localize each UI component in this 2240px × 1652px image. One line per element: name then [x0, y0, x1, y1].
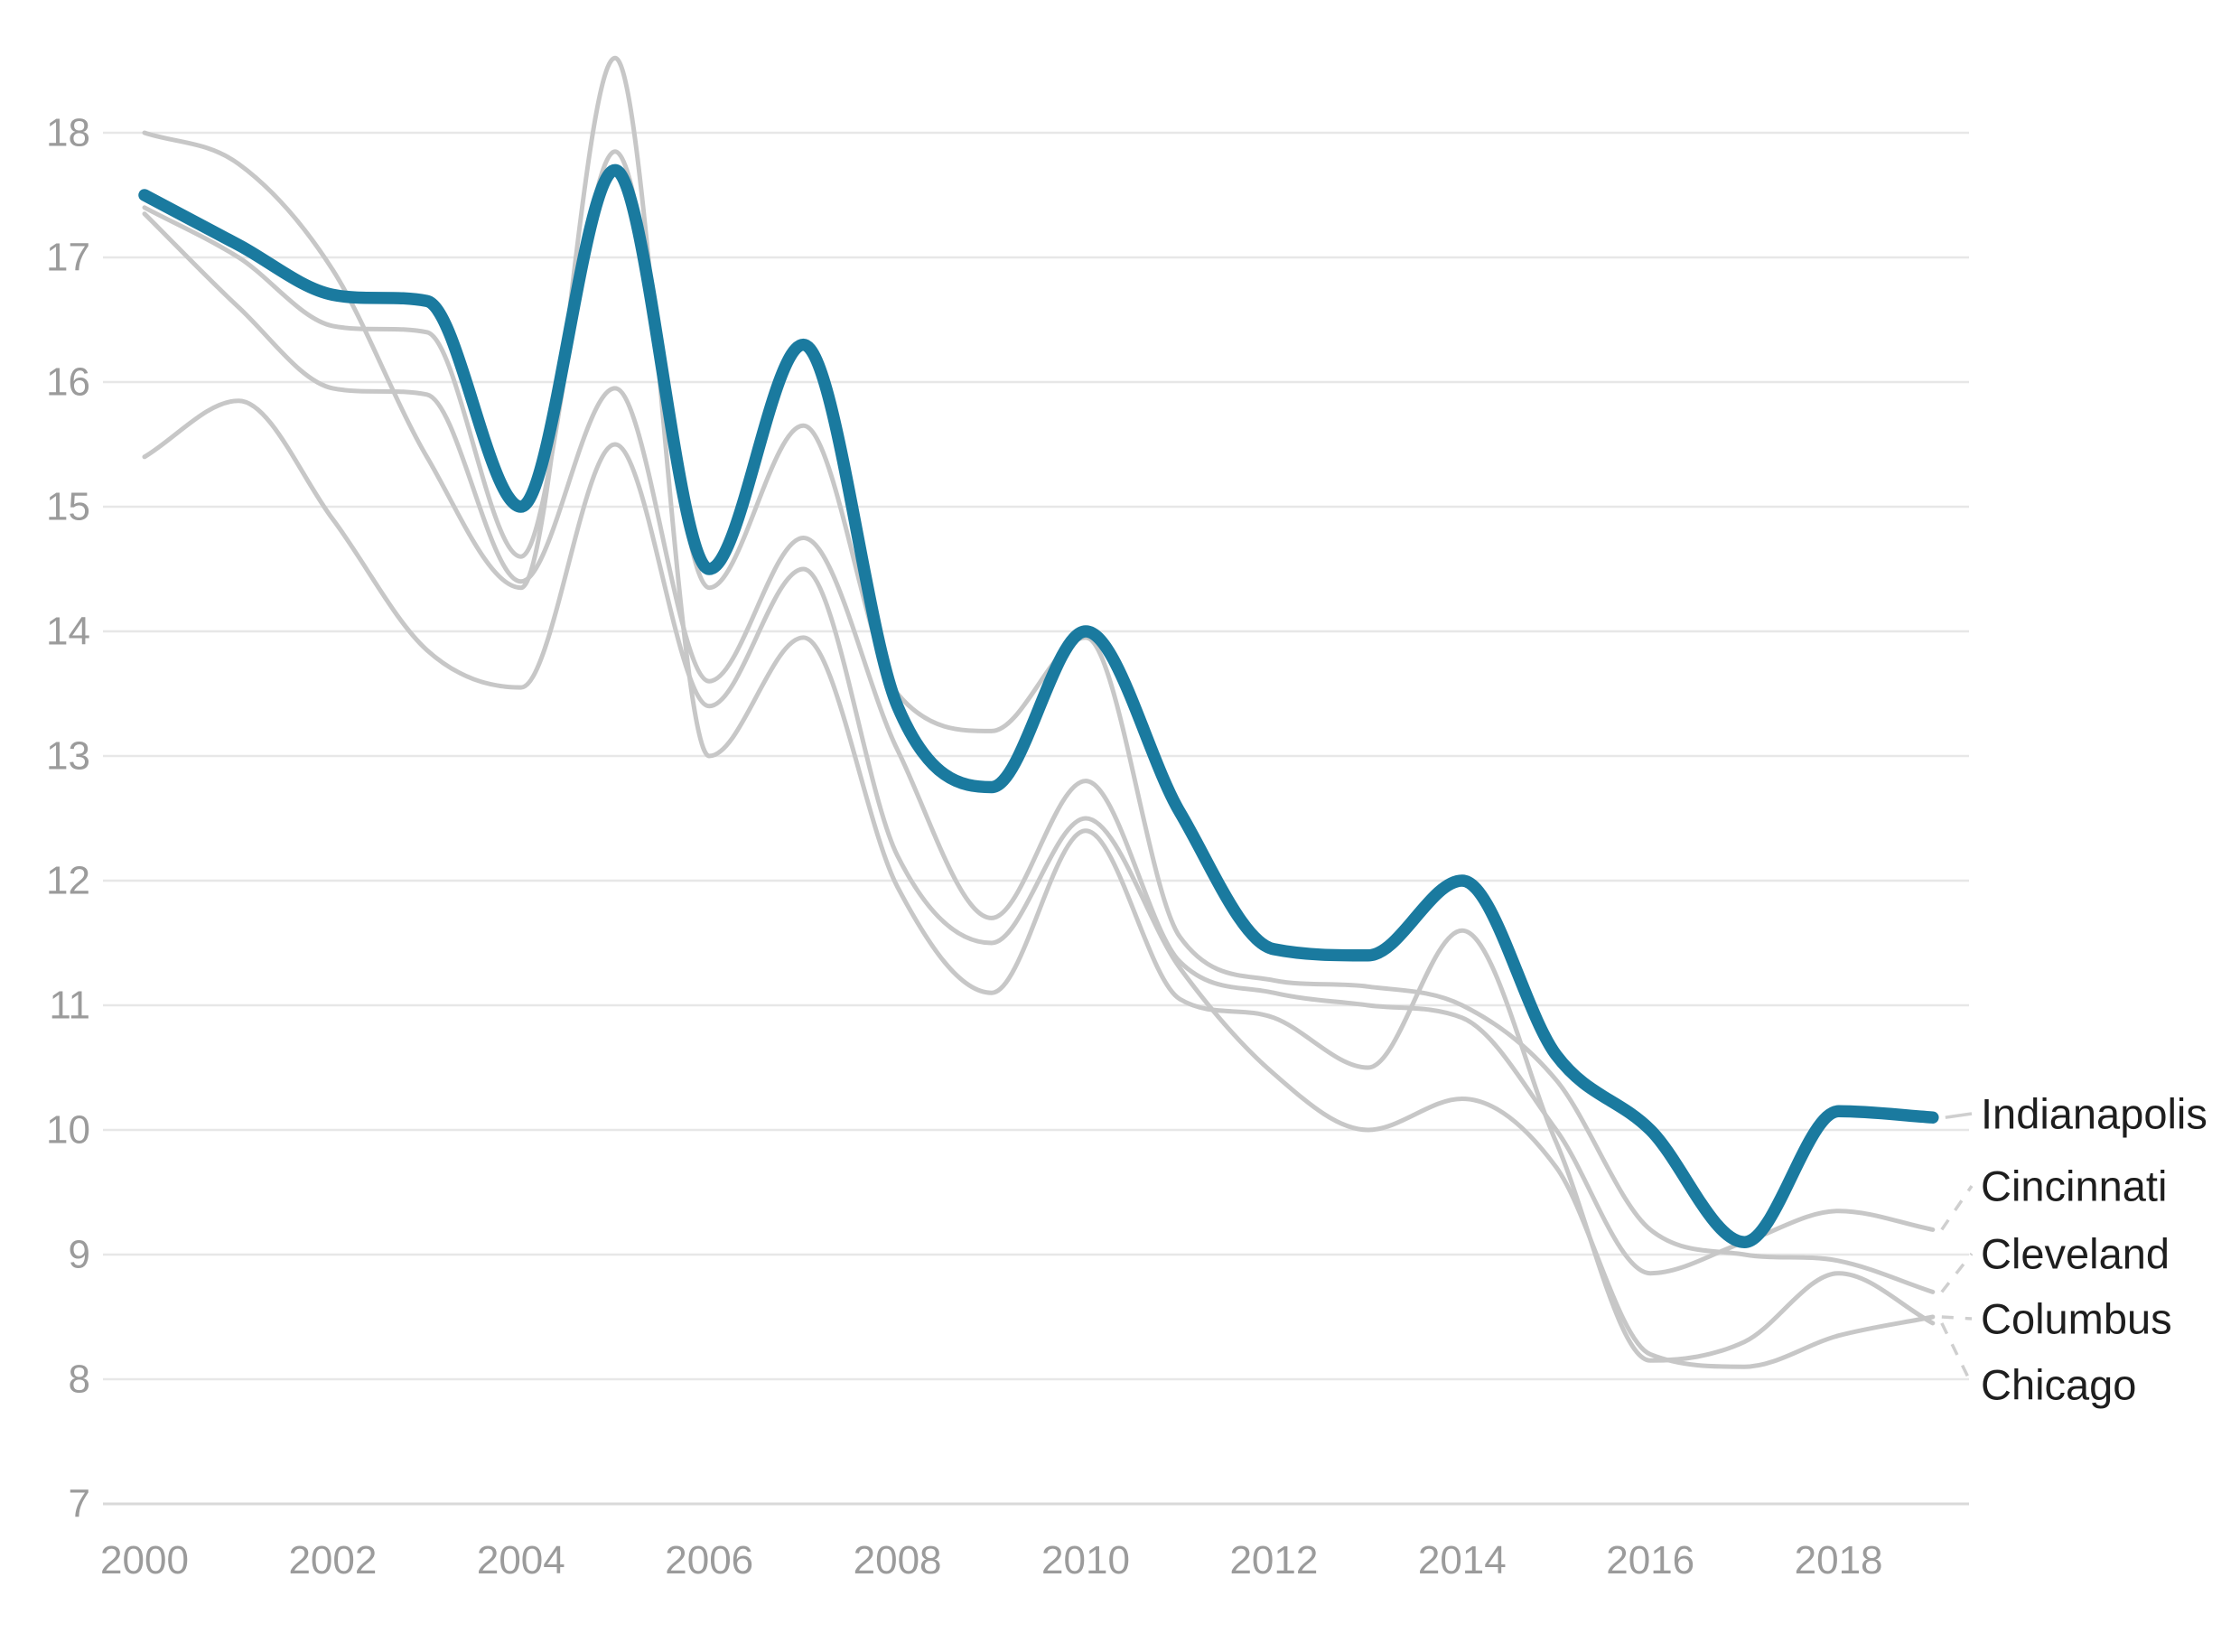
legend-leader-columbus-dashed	[1941, 1315, 1973, 1321]
x-tick-label: 2008	[854, 1538, 942, 1582]
legend-label-chicago: Chicago	[1981, 1361, 2136, 1409]
x-tick-label: 2004	[477, 1538, 565, 1582]
y-tick-label: 11	[49, 984, 90, 1028]
y-tick-label: 12	[46, 859, 90, 903]
legend-label-columbus: Columbus	[1981, 1295, 2172, 1343]
y-tick-label: 15	[46, 485, 90, 529]
series-line-chicago	[142, 55, 1936, 1363]
x-tick-label: 2010	[1041, 1538, 1130, 1582]
y-tick-label: 17	[46, 236, 90, 280]
x-tick-label: 2014	[1418, 1538, 1507, 1582]
y-tick-label: 9	[69, 1233, 90, 1277]
series-line-cleveland	[142, 149, 1936, 1294]
x-tick-label: 2000	[100, 1538, 189, 1582]
y-tick-label: 8	[69, 1358, 90, 1402]
series-line-cincinnati	[142, 211, 1936, 1276]
x-tick-label: 2012	[1229, 1538, 1318, 1582]
legend-leader-cleveland-dashed	[1940, 1252, 1974, 1293]
y-tick-label: 10	[46, 1108, 90, 1153]
series-line-indianapolis	[138, 163, 1939, 1248]
x-tick-label: 2016	[1606, 1538, 1694, 1582]
legend-label-cincinnati: Cincinnati	[1981, 1162, 2167, 1210]
x-tick-label: 2002	[288, 1538, 377, 1582]
series-line-columbus	[142, 398, 1936, 1369]
x-tick-label: 2018	[1795, 1538, 1883, 1582]
legend-leader-chicago-dashed	[1940, 1322, 1974, 1386]
legend-leader-cincinnati-dashed	[1940, 1185, 1974, 1231]
x-tick-label: 2006	[665, 1538, 753, 1582]
legend-leader-indianapolis	[1945, 1112, 1973, 1119]
y-tick-label: 16	[46, 360, 90, 405]
legend-label-indianapolis: Indianapolis	[1981, 1090, 2207, 1138]
y-tick-label: 18	[46, 111, 90, 155]
y-tick-label: 7	[69, 1482, 90, 1526]
y-tick-label: 13	[46, 734, 90, 779]
legend-label-cleveland: Cleveland	[1981, 1230, 2170, 1278]
y-tick-label: 14	[46, 610, 90, 654]
